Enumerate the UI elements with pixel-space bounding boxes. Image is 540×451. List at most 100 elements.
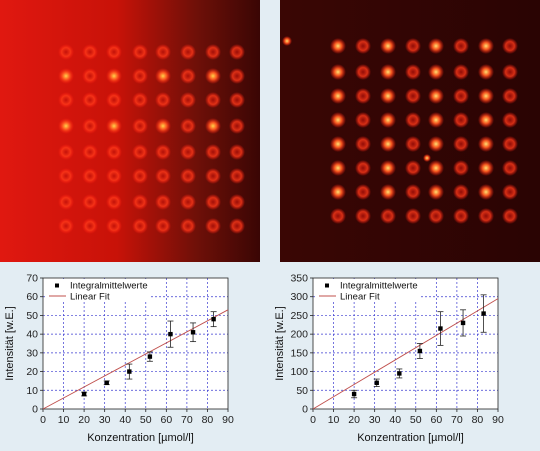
fluorescent-spot xyxy=(428,88,444,104)
y-tick-label: 50 xyxy=(296,385,308,397)
fluorescent-spot xyxy=(106,44,122,60)
fluorescent-spot xyxy=(155,44,171,60)
x-tick-label: 90 xyxy=(492,414,504,426)
fluorescent-spot xyxy=(229,92,245,108)
y-tick-label: 60 xyxy=(26,291,38,303)
fluorescent-spot xyxy=(106,118,122,134)
data-point xyxy=(397,371,402,376)
fluorescent-spot xyxy=(132,44,148,60)
fluorescent-spot xyxy=(82,194,98,210)
fluorescent-spot xyxy=(205,194,221,210)
data-point xyxy=(211,316,216,322)
fluorescent-spot xyxy=(180,194,196,210)
fluorescent-spot xyxy=(380,112,396,128)
y-tick-label: 350 xyxy=(290,273,308,285)
y-tick-label: 250 xyxy=(290,310,308,322)
x-tick-label: 30 xyxy=(369,414,381,426)
plot-frame xyxy=(312,277,499,410)
y-tick-label: 0 xyxy=(32,404,38,416)
legend-label-points: Integralmittelwerte xyxy=(340,281,418,292)
fluorescent-spot xyxy=(502,160,518,176)
fluorescent-spot xyxy=(180,118,196,134)
x-tick-label: 20 xyxy=(348,414,360,426)
x-tick-label: 50 xyxy=(140,414,152,426)
fluorescent-spot xyxy=(58,144,74,160)
fluorescence-image-left-svg xyxy=(0,0,260,262)
fluorescent-spot xyxy=(82,118,98,134)
fluorescent-spot xyxy=(380,184,396,200)
fluorescent-spot xyxy=(205,92,221,108)
x-tick-label: 50 xyxy=(410,414,422,426)
image-background xyxy=(0,0,260,262)
data-point xyxy=(481,311,486,316)
chart-left-svg: 0 10 20 30 40 50 60 70 80 90 0 10 20 30 40 50 60 70 Konzen… xyxy=(4,273,234,445)
x-axis-label: Konzentration [µmol/l] xyxy=(357,432,464,444)
fluorescent-spot xyxy=(58,194,74,210)
fluorescent-spot xyxy=(205,68,221,84)
data-point xyxy=(104,380,109,385)
fluorescent-spot xyxy=(502,208,518,224)
fluorescent-spot xyxy=(428,136,444,152)
fluorescent-spot xyxy=(380,160,396,176)
fluorescent-spot xyxy=(453,64,469,80)
fluorescent-spot xyxy=(478,208,494,224)
fluorescence-image-left xyxy=(0,0,260,262)
fluorescent-spot xyxy=(380,208,396,224)
fluorescent-spot xyxy=(205,144,221,160)
fluorescent-spot xyxy=(405,208,421,224)
fluorescent-spot xyxy=(180,218,196,234)
fluorescent-spot xyxy=(82,68,98,84)
x-tick-label: 90 xyxy=(222,414,234,426)
fluorescent-spot xyxy=(405,136,421,152)
fluorescent-spot xyxy=(453,208,469,224)
fluorescent-spot xyxy=(330,136,346,152)
fluorescent-spot xyxy=(405,112,421,128)
y-tick-label: 20 xyxy=(26,366,38,378)
x-tick-label: 0 xyxy=(310,414,316,426)
fluorescent-spot xyxy=(155,144,171,160)
fluorescent-spot xyxy=(405,38,421,54)
fluorescent-spot xyxy=(229,168,245,184)
fluorescent-spot xyxy=(180,44,196,60)
fluorescent-spot xyxy=(282,36,292,46)
legend-box xyxy=(316,279,420,302)
fluorescent-spot xyxy=(355,160,371,176)
linear-fit-line xyxy=(42,309,229,410)
x-tick-label: 10 xyxy=(58,414,70,426)
data-point xyxy=(438,326,443,331)
chart-left: 0 10 20 30 40 50 60 70 80 90 0 10 20 30 40 50 60 70 Konzen… xyxy=(0,262,270,451)
fluorescent-spot xyxy=(58,218,74,234)
x-tick-label: 20 xyxy=(78,414,90,426)
y-axis-label: Intensität [w.E.] xyxy=(274,306,286,381)
legend-label-fit: Linear Fit xyxy=(70,292,110,303)
legend-box xyxy=(46,279,150,302)
legend-label-fit: Linear Fit xyxy=(340,292,380,303)
fluorescent-spot xyxy=(58,68,74,84)
fluorescent-spot xyxy=(330,184,346,200)
fluorescent-spot xyxy=(205,218,221,234)
fluorescent-spot xyxy=(82,218,98,234)
legend-marker-points xyxy=(55,283,59,288)
y-tick-label: 10 xyxy=(26,385,38,397)
x-tick-label: 80 xyxy=(472,414,484,426)
fluorescent-spot xyxy=(132,118,148,134)
fluorescent-spot xyxy=(478,136,494,152)
fluorescent-spot xyxy=(355,208,371,224)
y-tick-label: 50 xyxy=(26,310,38,322)
data-point xyxy=(190,330,196,335)
y-tick-label: 70 xyxy=(26,273,38,285)
fluorescent-spot xyxy=(155,194,171,210)
fluorescent-spot xyxy=(428,208,444,224)
fluorescent-spot xyxy=(453,112,469,128)
data-point xyxy=(168,331,173,337)
fluorescent-spot xyxy=(229,194,245,210)
x-tick-label: 30 xyxy=(99,414,111,426)
fluorescent-spot xyxy=(106,68,122,84)
fluorescent-spot xyxy=(355,112,371,128)
data-point xyxy=(460,320,466,326)
fluorescent-spot xyxy=(502,64,518,80)
fluorescent-spot xyxy=(428,38,444,54)
fluorescent-spot xyxy=(132,144,148,160)
legend-label-points: Integralmittelwerte xyxy=(70,281,148,292)
fluorescent-spot xyxy=(106,92,122,108)
